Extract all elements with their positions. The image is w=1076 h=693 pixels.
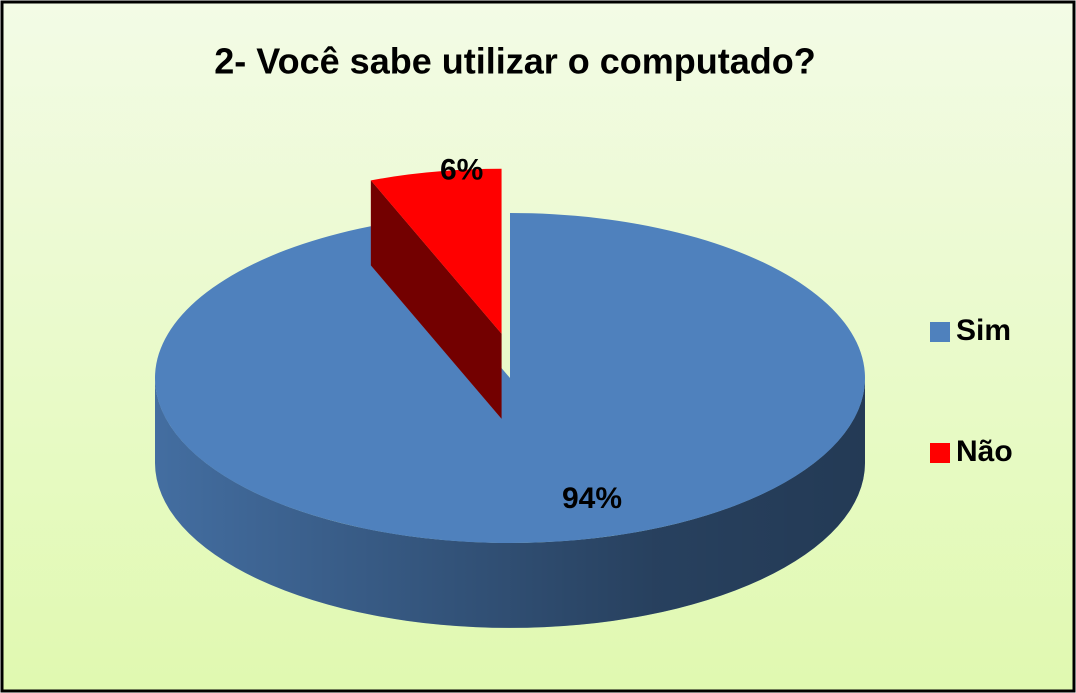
legend-swatch bbox=[930, 443, 950, 463]
legend-label: Não bbox=[956, 435, 1013, 468]
pie-side-shade bbox=[370, 180, 502, 419]
chart-title: 2- Você sabe utilizar o computado? bbox=[214, 41, 815, 82]
data-label: 94% bbox=[562, 482, 622, 515]
data-label: 6% bbox=[440, 154, 483, 187]
legend-label: Sim bbox=[956, 314, 1011, 347]
pie-slice bbox=[370, 168, 502, 334]
legend-swatch bbox=[930, 322, 950, 342]
pie-side-shade bbox=[155, 378, 865, 628]
pie-slice bbox=[155, 213, 866, 543]
